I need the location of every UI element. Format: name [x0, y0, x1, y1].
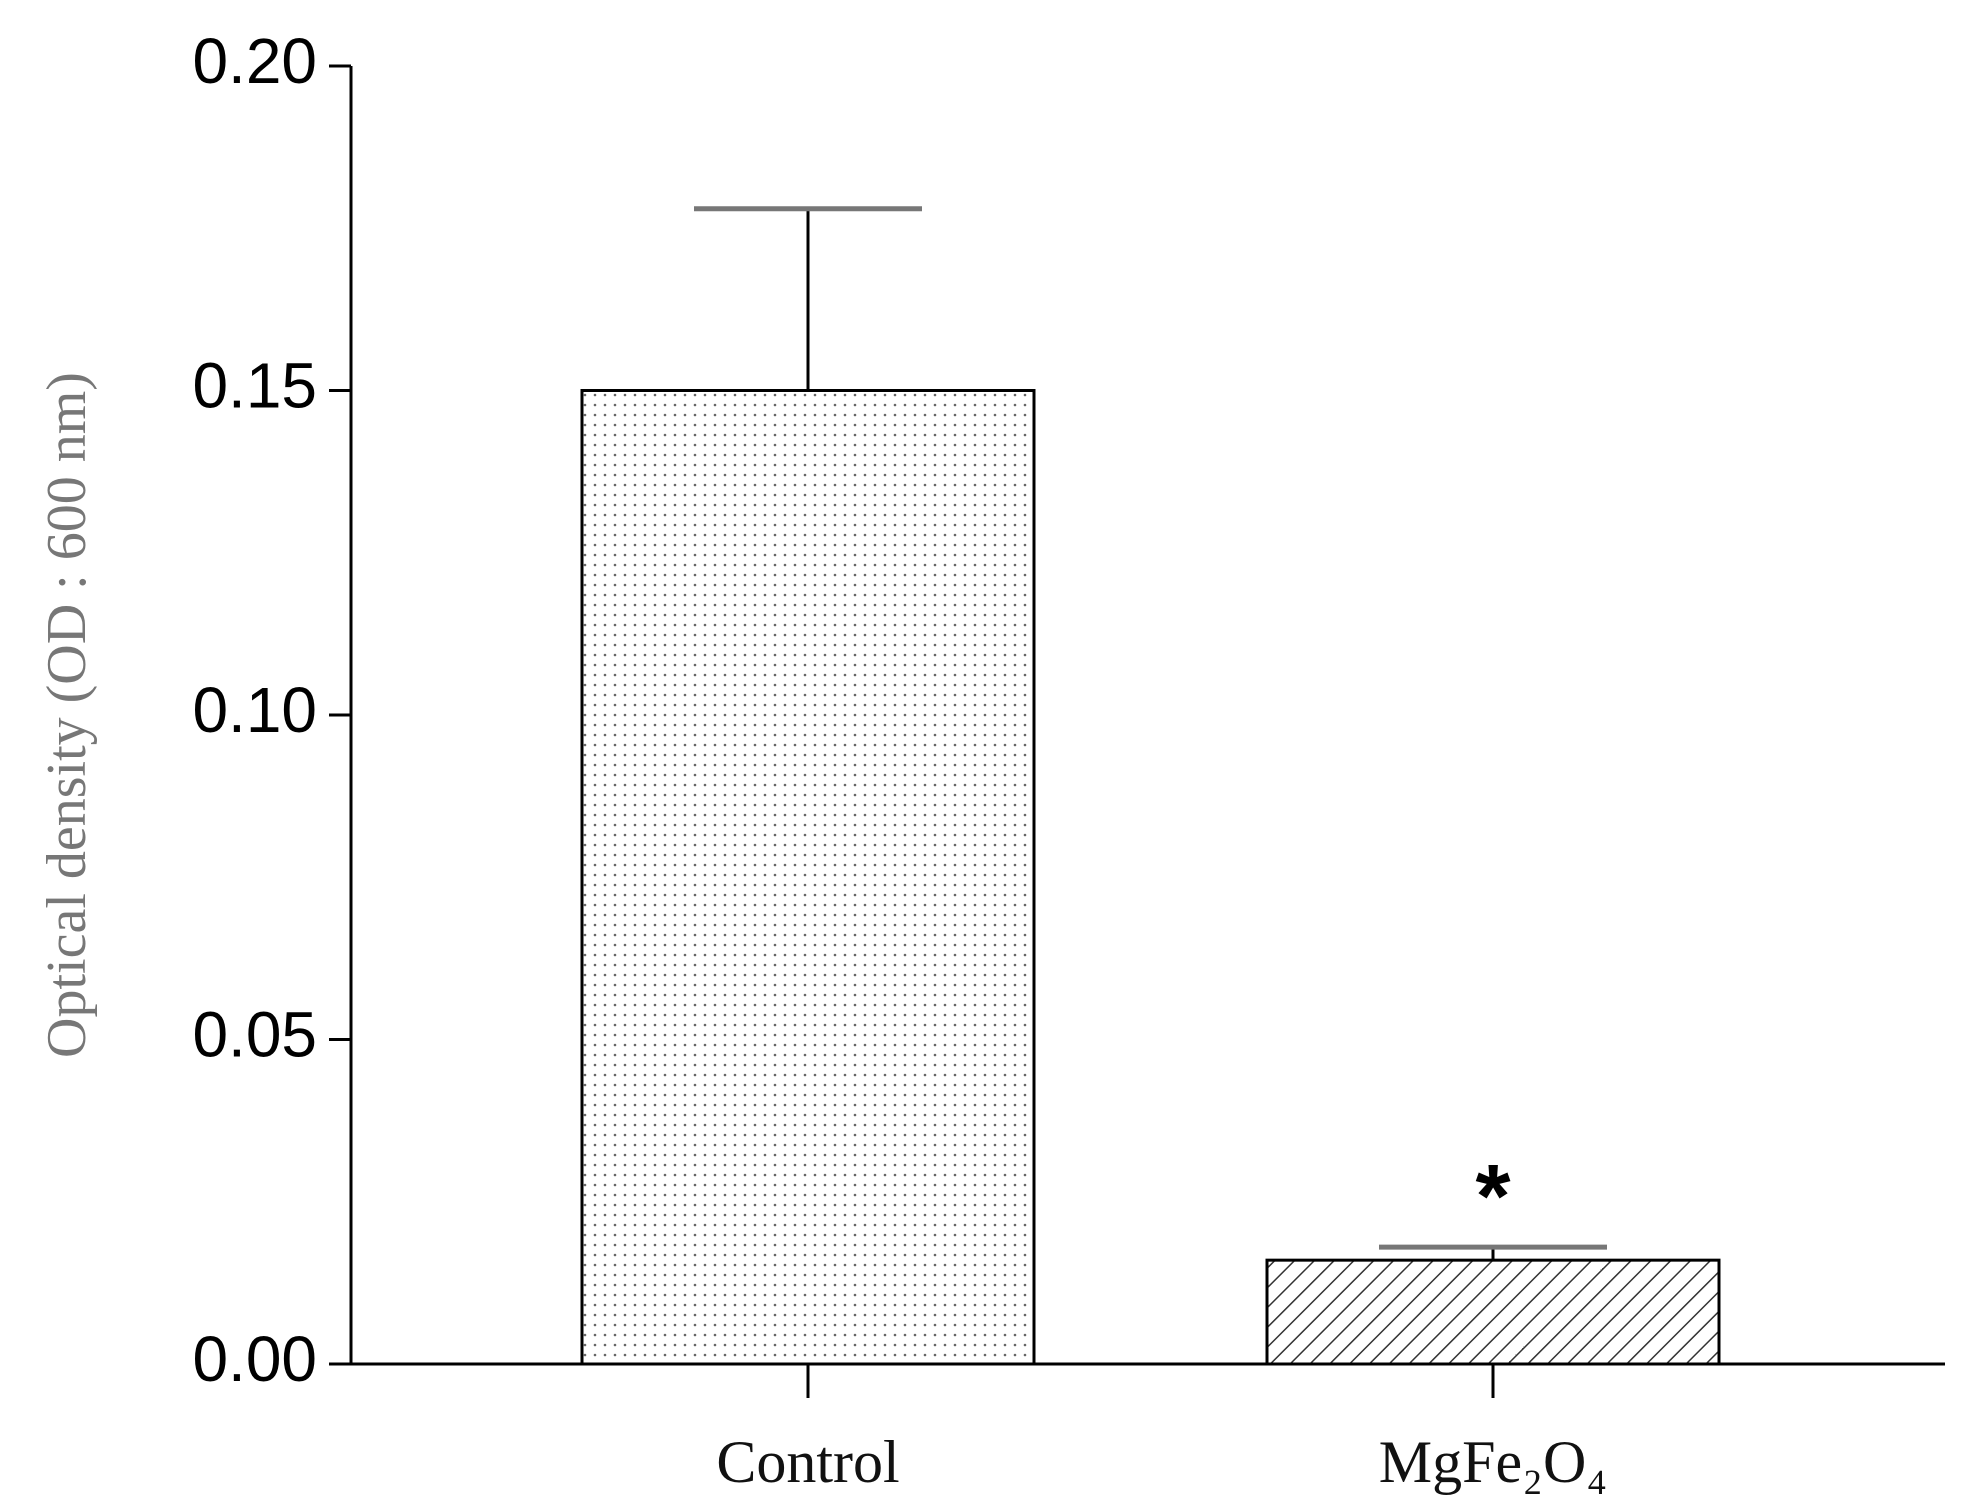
y-tick-label: 0.00 [192, 1323, 317, 1395]
x-tick-label: Control [716, 1429, 899, 1495]
y-tick-label: 0.10 [192, 674, 317, 746]
y-tick-label: 0.20 [192, 25, 317, 97]
bar [580, 389, 1036, 1366]
y-axis-label: Optical density (OD : 600 nm) [36, 372, 98, 1058]
significance-mark: * [1475, 1147, 1510, 1247]
y-tick-label: 0.15 [192, 349, 317, 421]
bar [1265, 1258, 1721, 1366]
x-tick-label: MgFe₂O₄ [1379, 1429, 1608, 1495]
y-tick-label: 0.05 [192, 998, 317, 1070]
